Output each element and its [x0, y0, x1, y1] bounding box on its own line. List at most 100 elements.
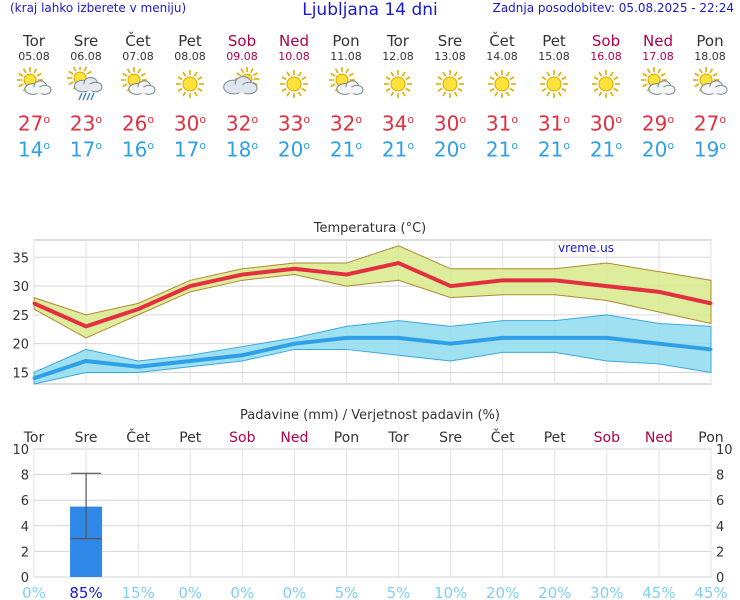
day-date: 08.08 — [174, 50, 206, 63]
y-tick-label: 20 — [12, 338, 29, 353]
min-point — [292, 342, 296, 346]
sun-cloud-rain-icon — [60, 67, 112, 101]
y-tick-label: 0 — [21, 571, 29, 586]
max-point — [553, 278, 557, 282]
temp-min: 17o — [69, 137, 103, 162]
y-tick-label: 35 — [12, 251, 29, 266]
max-series-line — [33, 261, 712, 329]
min-series-line — [33, 335, 712, 381]
max-point — [292, 267, 296, 271]
day-column: Sre 06.08 23o 17o — [60, 33, 112, 162]
day-date: 15.08 — [538, 50, 570, 63]
temp-min: 21o — [381, 137, 415, 162]
x-tick-label: Ned — [645, 430, 673, 446]
x-tick-label: Sre — [75, 430, 98, 446]
day-name: Čet — [125, 32, 151, 50]
temperature-chart: Temperatura (°C) 15 20 25 30 35 vreme.us — [12, 221, 713, 385]
temp-min: 21o — [537, 137, 571, 162]
x-tick-label: Pon — [698, 430, 723, 446]
location-note[interactable]: (kraj lahko izberete v meniju) — [10, 1, 187, 15]
day-name: Tor — [387, 32, 409, 50]
max-point — [344, 273, 348, 277]
sun-icon — [372, 67, 424, 101]
min-point — [136, 365, 140, 369]
x-tick-label: Tor — [387, 430, 409, 446]
day-column: Tor 12.08 34o 21o — [372, 32, 424, 162]
sun-icon — [268, 67, 320, 101]
day-name: Sre — [437, 32, 463, 50]
sun-cloud-icon — [632, 67, 684, 101]
sun-icon — [424, 67, 476, 101]
temp-max: 30o — [589, 111, 623, 136]
max-point — [709, 301, 713, 305]
day-name: Čet — [489, 32, 515, 50]
day-column: Tor 05.08 27o 14o — [8, 33, 60, 162]
max-point — [136, 307, 140, 311]
sun-icon — [528, 67, 580, 101]
y-tick-label: 2 — [21, 545, 29, 560]
y-tick-label: 6 — [21, 494, 29, 509]
day-name: Sob — [227, 32, 257, 50]
temp-max: 29o — [641, 111, 675, 136]
day-column: Čet 14.08 31o 21o — [476, 32, 528, 162]
temp-min: 20o — [433, 137, 467, 162]
probability-label: 0% — [282, 584, 306, 600]
temp-min: 21o — [589, 137, 623, 162]
y-tick-label-right: 0 — [716, 571, 724, 586]
day-name: Pon — [696, 32, 724, 50]
temp-min: 21o — [485, 137, 519, 162]
temp-min: 20o — [277, 137, 311, 162]
temp-max: 31o — [537, 111, 571, 136]
temp-max: 32o — [329, 111, 363, 136]
plot-area — [33, 448, 712, 578]
temp-max: 34o — [381, 111, 415, 136]
probability-label: 5% — [335, 584, 359, 600]
y-tick-label: 25 — [12, 309, 29, 324]
day-date: 10.08 — [278, 50, 310, 63]
sun-cloud-icon — [320, 67, 372, 101]
min-point — [501, 336, 505, 340]
day-name: Ned — [279, 32, 309, 50]
probability-label: 45% — [642, 584, 675, 600]
temp-max: 23o — [69, 111, 103, 136]
x-tick-label: Sob — [229, 430, 255, 446]
day-column: Pon 11.08 32o 21o — [320, 33, 372, 162]
day-date: 05.08 — [18, 50, 50, 63]
probability-label: 45% — [694, 584, 727, 600]
min-point — [32, 376, 36, 380]
sun-cloud-icon — [684, 67, 736, 101]
sun-icon — [580, 67, 632, 101]
x-tick-label: Pet — [544, 430, 567, 446]
x-tick-label: Pon — [334, 430, 359, 446]
max-point — [32, 301, 36, 305]
max-range-band — [33, 245, 712, 339]
y-tick-label: 4 — [21, 520, 29, 535]
min-point — [240, 353, 244, 357]
day-date: 13.08 — [434, 50, 466, 63]
y-tick-label: 30 — [12, 280, 29, 295]
min-range-band — [33, 314, 712, 385]
min-point — [84, 359, 88, 363]
x-tick-label: Čet — [126, 428, 150, 446]
day-name: Pet — [542, 32, 566, 50]
day-column: Pon 18.08 27o 19o — [684, 32, 736, 162]
temp-max: 32o — [225, 111, 259, 136]
min-point — [553, 336, 557, 340]
x-tick-label: Pet — [179, 430, 202, 446]
min-point — [709, 347, 713, 351]
y-tick-label: 10 — [12, 443, 29, 458]
temp-min: 21o — [329, 137, 363, 162]
y-tick-label: 15 — [12, 366, 29, 381]
min-point — [657, 342, 661, 346]
temp-max: 31o — [485, 111, 519, 136]
page-title: Ljubljana 14 dni — [302, 0, 438, 20]
day-column: Pet 15.08 31o 21o — [528, 32, 580, 162]
min-point — [344, 336, 348, 340]
precipitation-chart: Padavine (mm) / Verjetnost padavin (%) To… — [12, 408, 732, 600]
x-tick-label: Ned — [280, 430, 308, 446]
temp-min: 19o — [693, 137, 727, 162]
day-name: Sob — [591, 32, 621, 50]
day-date: 06.08 — [70, 50, 102, 63]
max-point — [84, 324, 88, 328]
day-column: Čet 07.08 26o 16o — [112, 32, 164, 162]
